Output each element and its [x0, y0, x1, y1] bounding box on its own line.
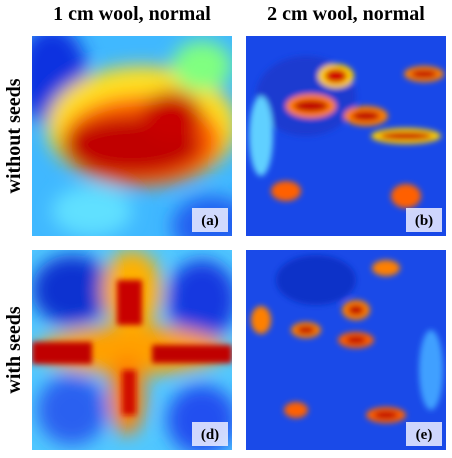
column-title: 2 cm wool, normal [267, 3, 425, 25]
heatmap: (b) [246, 36, 446, 236]
panel-label: (a) [201, 213, 219, 229]
row-label: with seeds [3, 306, 25, 393]
heatmap: (d) [32, 250, 232, 450]
row-label: without seeds [3, 78, 25, 193]
heatmap: (a) [32, 36, 232, 236]
panel-label: (d) [201, 427, 219, 443]
panel-label: (b) [415, 213, 433, 229]
panel-label: (e) [416, 427, 433, 443]
column-title: 1 cm wool, normal [53, 3, 211, 25]
heatmap: (e) [246, 250, 446, 450]
